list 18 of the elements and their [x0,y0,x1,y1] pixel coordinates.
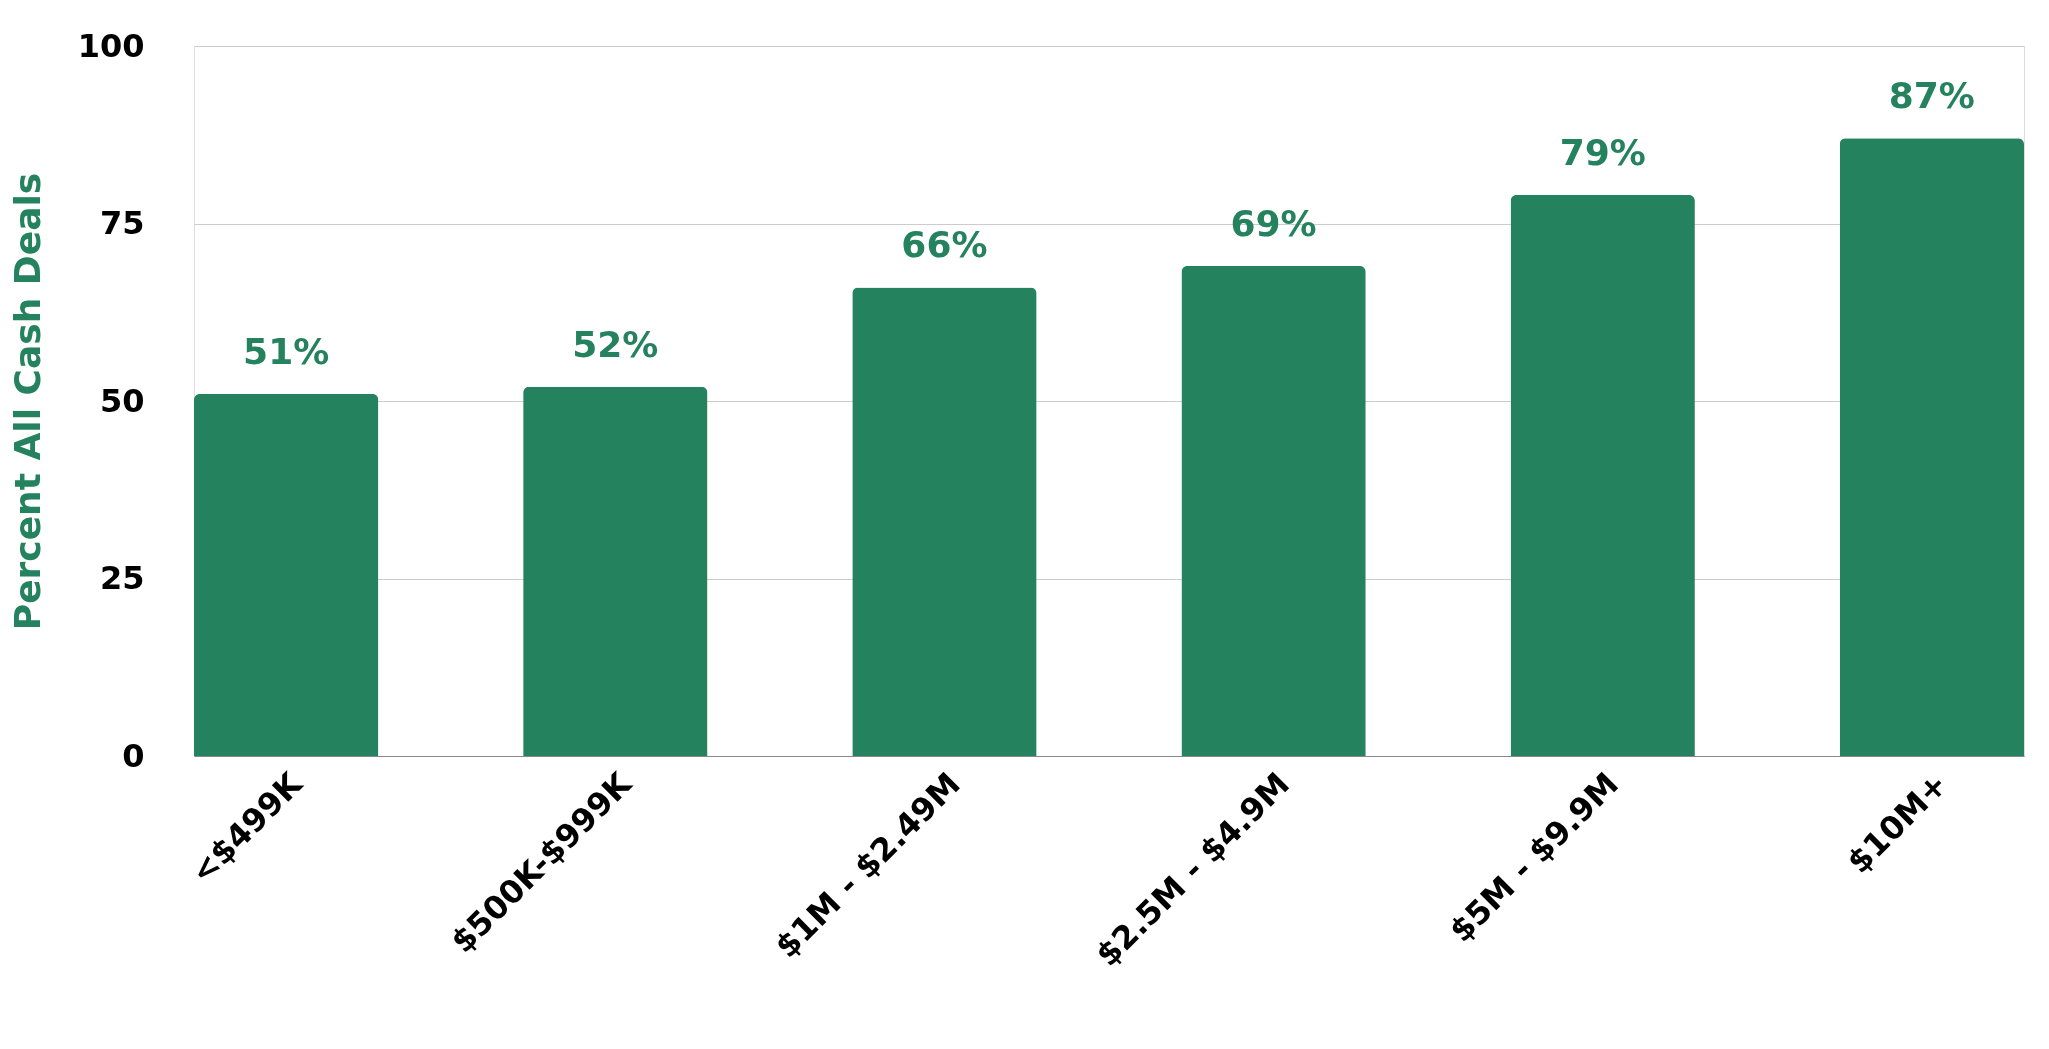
data-label: 87% [1888,75,1975,117]
y-tick-label: 25 [99,559,145,597]
bar [1839,138,2024,756]
bar [1510,195,1695,756]
data-label: 51% [243,330,330,372]
y-tick-label: 50 [99,381,145,420]
y-axis-title: Percent All Cash Deals [6,172,48,631]
y-tick-label: 75 [99,204,145,242]
data-label: 52% [572,323,659,365]
y-tick-label: 0 [122,736,145,775]
data-label: 79% [1559,132,1646,174]
data-label: 69% [1230,203,1317,245]
data-label: 66% [901,224,988,266]
bar [194,393,379,756]
bar [523,386,708,756]
bar [1181,266,1366,756]
y-tick-label: 100 [77,26,145,65]
bar [852,287,1037,756]
